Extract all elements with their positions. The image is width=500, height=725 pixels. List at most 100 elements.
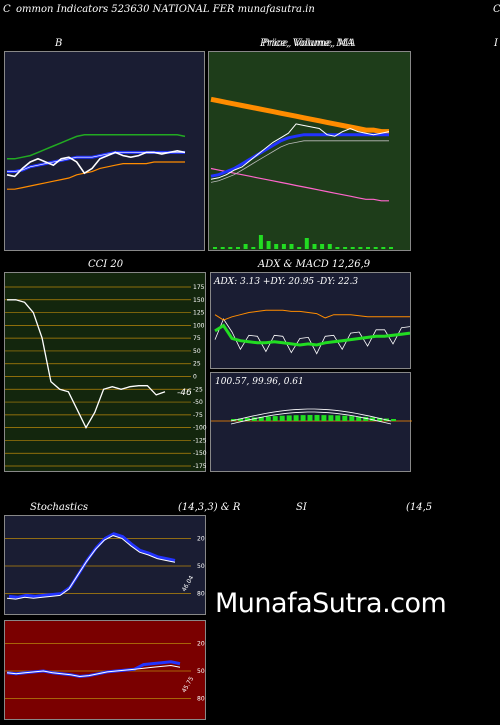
macd-histogram-bar [391,419,396,421]
price-ma-pink-line [210,167,389,202]
volume-bar [358,247,363,249]
cci-tick-label: -150 [193,450,207,457]
level-label: 80 [197,696,205,703]
corner-label-right: C [493,4,500,15]
price-ma-title-overlap: Price, Volume, MA [262,38,356,49]
level-label: 20 [197,640,205,647]
macd-histogram-bar [370,417,376,421]
macd-histogram-bar [363,416,369,421]
price-ma-title: Price, Volume, MA [260,38,354,49]
cci-chart: 175 150 125 100 75 50 25 0 -25 -50 -75 -100 -125 -150… [5,284,207,470]
cci-last-value: -46 [177,388,192,398]
macd-chart: 100.57, 99.96, 0.61 [211,377,412,425]
macd-histogram-bar [279,415,285,421]
price-ma-blue-line [210,133,389,178]
volume-bar [213,247,217,249]
rsi-white-line [6,664,181,678]
stochastics-title: Stochastics [30,502,88,513]
volume-bar [228,247,233,249]
adx-chart: ADX: 3.13 +DY: 20.95 -DY: 22.3 [213,277,411,355]
macd-histogram-bar [272,416,278,421]
volume-bar [281,244,286,249]
cci-title: CCI 20 [88,259,124,270]
volume-bar [236,247,240,249]
adx-readout: ADX: 3.13 +DY: 20.95 -DY: 22.3 [213,277,358,287]
stochastics-params: (14,3,3) & R [178,502,241,513]
volume-bar [335,247,340,249]
volume-bar [266,241,271,249]
cci-gridlines [5,286,191,467]
bollinger-panel [4,51,205,251]
rsi-params: (14,5 [406,502,433,513]
rsi-panel: 80 50 20 45.75 [4,620,206,720]
macd-signal-line [230,411,392,425]
cci-line [7,299,166,429]
cci-tick-label: 25 [193,361,201,368]
macd-histogram-bar [349,416,355,421]
level-label: 50 [197,563,205,570]
rsi-last-value: 45.75 [181,675,196,694]
macd-histogram-bar [293,415,299,421]
cci-tick-label: -100 [193,425,207,432]
stochastics-panel: 80 50 20 46.04 [4,515,206,615]
volume-bar [389,247,393,249]
volume-bar [366,247,370,249]
bollinger-chart [6,134,186,190]
page-title: ommon Indicators 523630 NATIONAL FER mun… [16,4,315,15]
macd-histogram-bar [321,415,327,421]
volume-bar [320,244,325,249]
rsi-title: SI [296,502,307,513]
volume-bar [373,247,378,249]
adx-panel: ADX: 3.13 +DY: 20.95 -DY: 22.3 [210,272,411,369]
cci-tick-label: -50 [193,399,203,406]
brand-watermark: MunafaSutra.com [215,588,447,619]
price-ma-orange-band [210,96,389,135]
volume-bars [213,235,393,249]
adx-plus-di [214,309,410,321]
bollinger-upper-band [7,134,186,160]
adx-line [214,323,411,347]
macd-histogram-bar [231,419,236,421]
price-ma-chart [210,96,393,249]
cci-tick-label: -125 [193,437,207,444]
level-label: 80 [197,591,205,598]
volume-bar [312,244,317,249]
rsi-levels: 80 50 20 [5,640,205,703]
cci-tick-label: -25 [193,386,203,393]
cci-panel: 175 150 125 100 75 50 25 0 -25 -50 -75 -100 -125 -150… [4,272,207,472]
macd-histogram-bar [356,416,362,421]
volume-bar [251,247,256,249]
volume-bar [258,235,263,249]
volume-bar [289,244,294,249]
macd-histogram-bar [244,417,250,421]
stoch-k-line [6,535,176,600]
cci-tick-label: 175 [193,284,205,291]
macd-histogram-bar [342,415,348,421]
price-ma-edge-label: I [494,38,498,49]
volume-bar [274,244,279,249]
cci-tick-label: 0 [193,374,197,381]
stoch-levels: 80 50 20 [5,535,205,598]
macd-histogram-bar [286,415,292,421]
cci-tick-label: 100 [193,322,205,329]
bollinger-title: B [55,38,63,49]
cci-tick-label: 150 [193,297,205,304]
macd-histogram-bar [335,415,341,421]
bollinger-lower-band [7,161,185,190]
macd-histogram-bar [328,415,334,421]
adx-macd-title: ADX & MACD 12,26,9 [258,259,371,270]
volume-bar [304,238,309,249]
macd-histogram-bar [265,416,271,421]
volume-bar [381,247,386,249]
cci-tick-label: 75 [193,335,201,342]
volume-bar [243,244,248,249]
volume-bar [297,247,302,249]
stochastics-chart: 80 50 20 46.04 [5,532,205,600]
macd-readout: 100.57, 99.96, 0.61 [215,377,304,387]
macd-histogram [231,415,396,421]
corner-label-left: C [3,4,11,15]
volume-bar [350,247,355,249]
level-label: 20 [197,535,205,542]
cci-ticks: 175 150 125 100 75 50 25 0 -25 -50 -75 -100 -125 -150… [193,284,207,470]
stoch-d-line [8,532,176,599]
